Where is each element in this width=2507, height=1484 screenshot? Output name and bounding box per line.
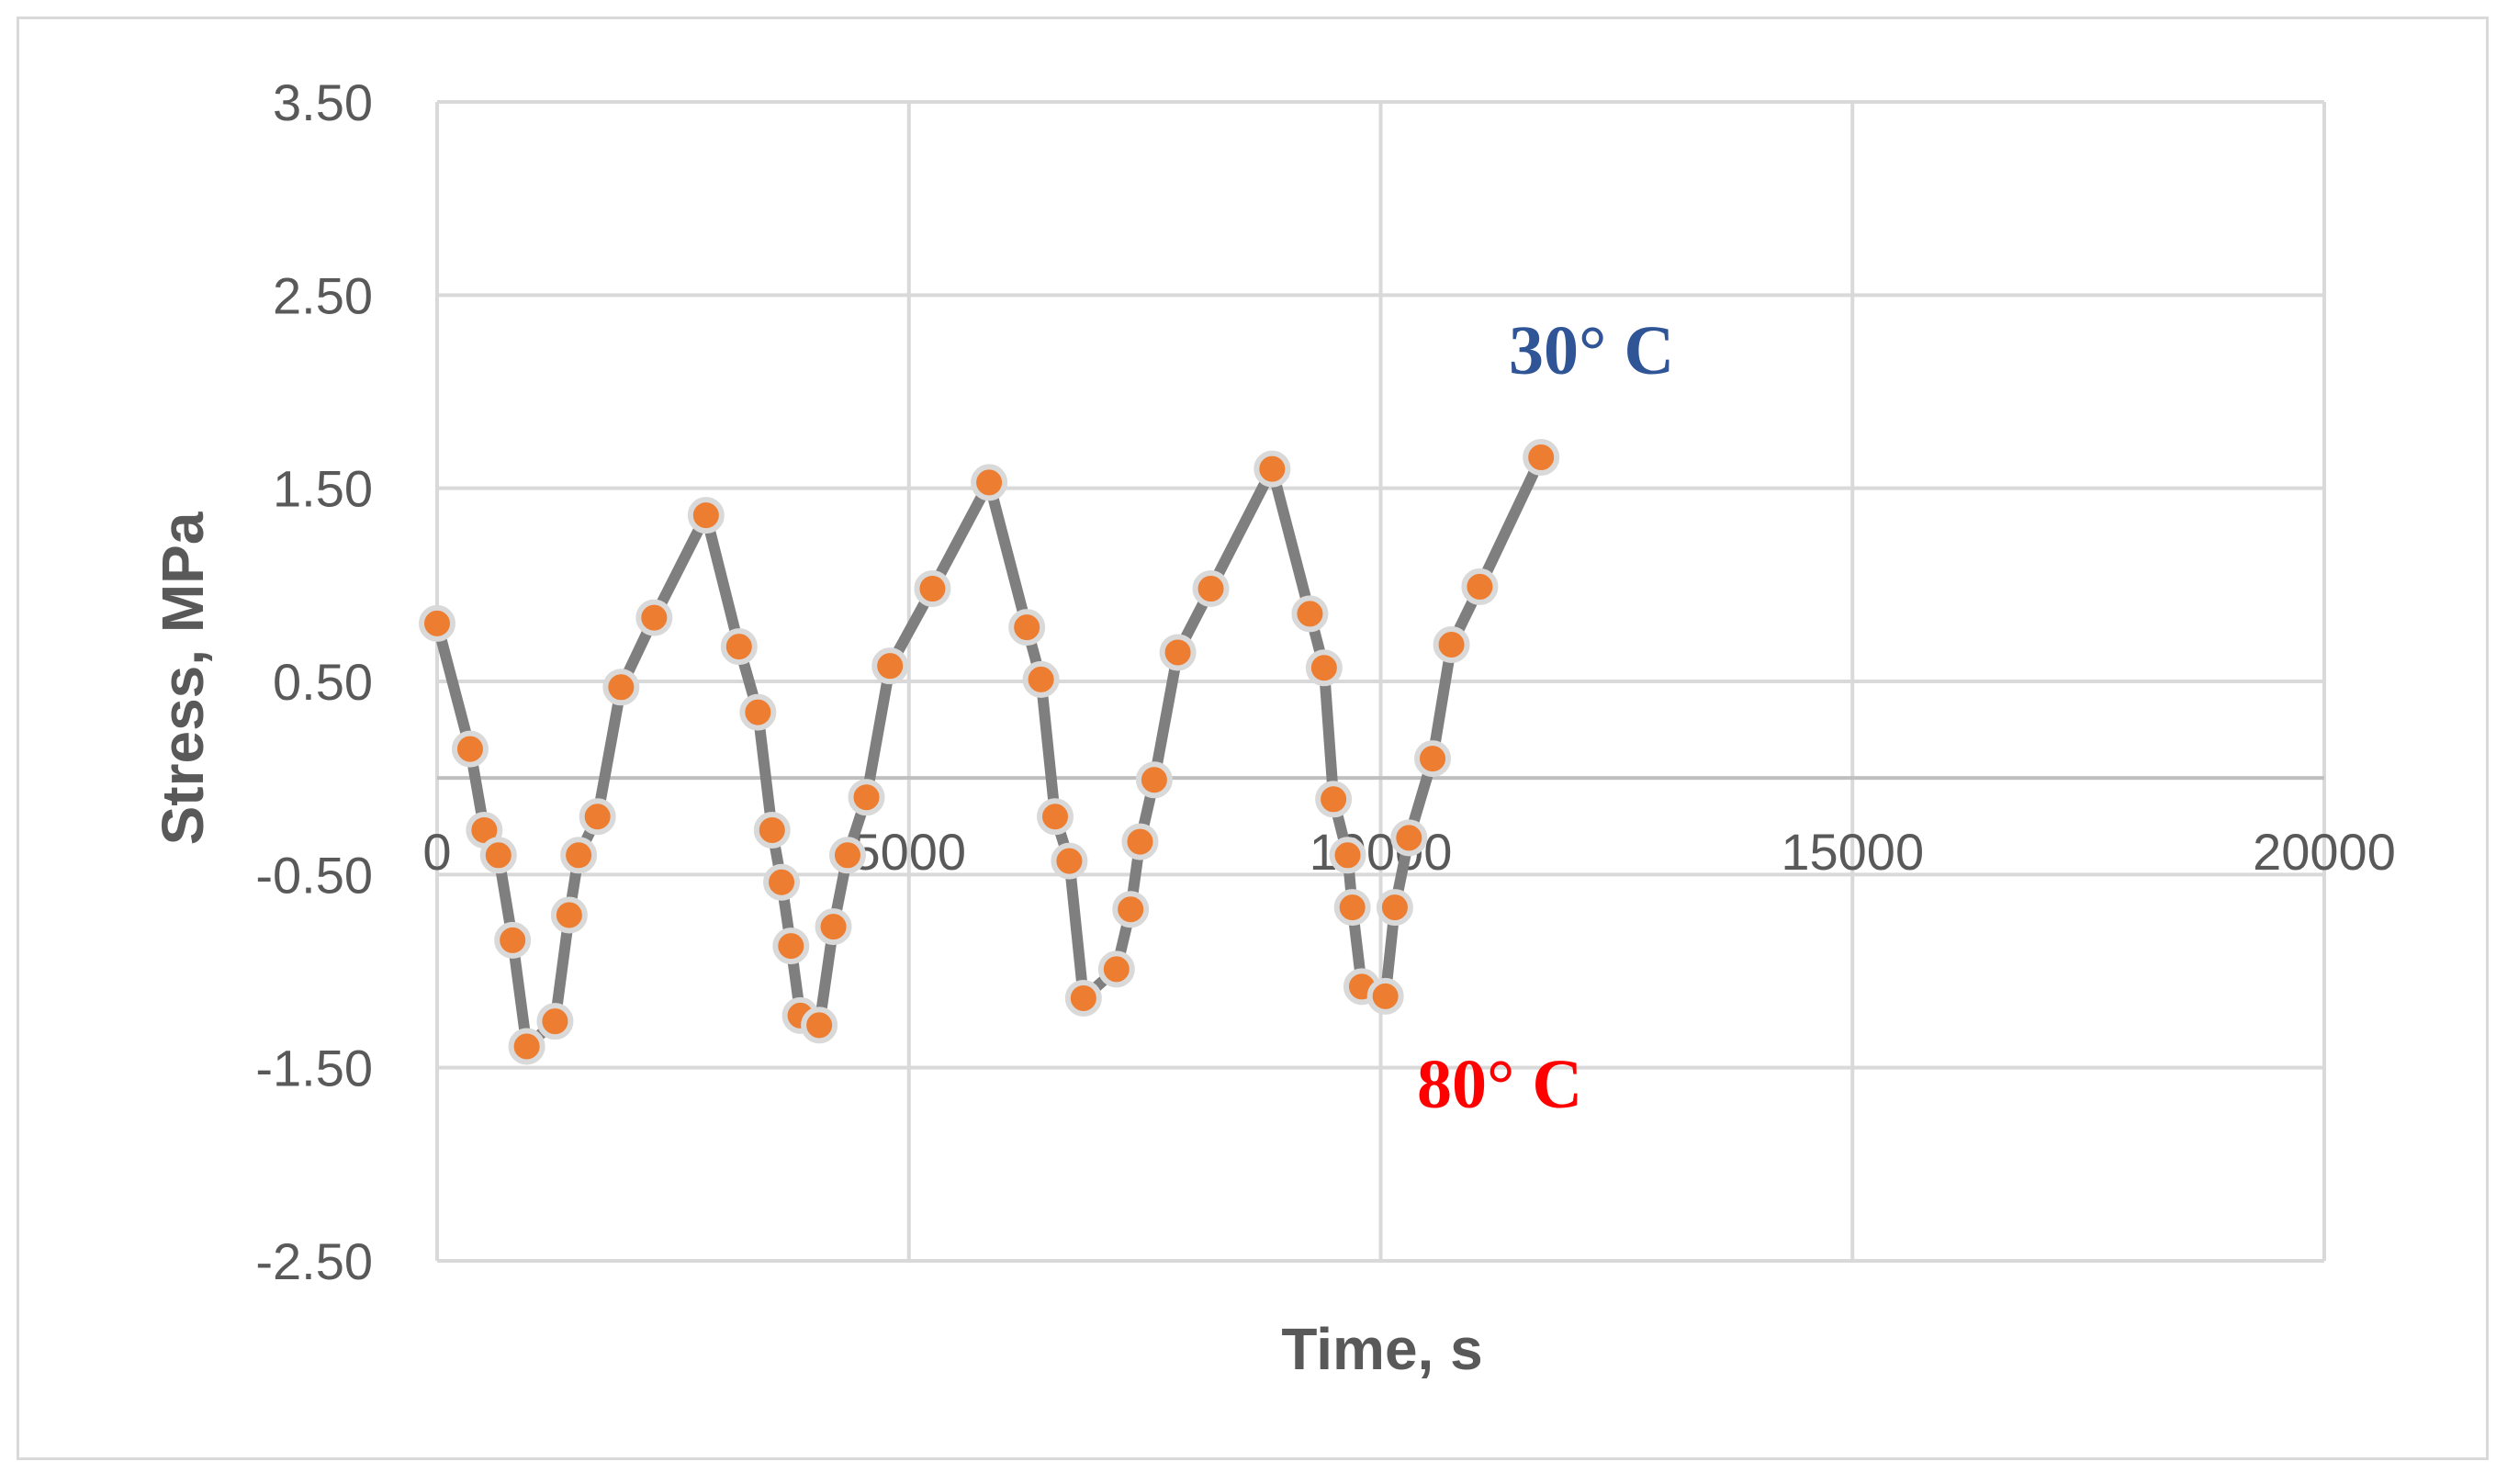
data-point xyxy=(1291,595,1329,633)
data-point xyxy=(739,693,777,731)
data-point xyxy=(560,837,598,874)
data-point xyxy=(1064,979,1102,1017)
x-tick-label: 20000 xyxy=(2253,823,2396,881)
data-point xyxy=(579,798,616,836)
data-point xyxy=(1523,439,1560,477)
data-point xyxy=(753,811,791,849)
data-point xyxy=(848,779,885,816)
y-tick-label: -0.50 xyxy=(255,846,373,904)
data-point xyxy=(687,497,725,534)
data-point xyxy=(1159,634,1197,671)
series-line xyxy=(432,455,1546,1052)
data-point xyxy=(1037,798,1074,836)
data-point xyxy=(494,921,532,959)
data-point xyxy=(971,464,1008,501)
data-point xyxy=(1433,626,1470,664)
x-tick-label: 0 xyxy=(422,823,451,881)
data-point xyxy=(1366,977,1404,1015)
data-point xyxy=(1097,950,1135,988)
data-point xyxy=(1254,450,1291,488)
y-tick-label: 3.50 xyxy=(273,73,373,131)
x-tick-label: 15000 xyxy=(1781,823,1924,881)
y-axis-ticks: 3.50 2.50 1.50 0.50 -0.50 -1.50 -2.50 xyxy=(255,73,373,1290)
y-tick-label: 1.50 xyxy=(273,460,373,518)
data-point xyxy=(828,837,866,874)
data-point xyxy=(815,908,852,946)
data-point xyxy=(1461,568,1499,605)
data-point xyxy=(550,896,588,934)
data-point xyxy=(479,837,517,874)
data-point xyxy=(1390,819,1428,857)
data-point xyxy=(1329,837,1366,874)
x-axis-title: Time, s xyxy=(1281,1316,1482,1382)
x-tick-label: 5000 xyxy=(851,823,966,881)
gridlines xyxy=(435,100,2326,1263)
y-tick-label: -2.50 xyxy=(255,1232,373,1290)
data-point xyxy=(1022,660,1060,698)
x-axis-ticks: 0 5000 10000 15000 20000 xyxy=(422,823,2395,881)
data-point xyxy=(871,647,909,685)
stress-time-chart: 3.502.501.500.50-0.50-1.50-2.50 0 5000 100… xyxy=(150,73,2396,1382)
data-point xyxy=(763,863,801,901)
data-point xyxy=(1414,740,1452,778)
data-point xyxy=(451,730,489,768)
data-point xyxy=(1051,842,1088,880)
data-point xyxy=(772,928,810,965)
annotation-80c: 80° C xyxy=(1417,1046,1582,1123)
data-point xyxy=(508,1028,545,1065)
data-point xyxy=(602,669,640,706)
annotation-30c: 30° C xyxy=(1509,312,1674,389)
data-point xyxy=(419,604,455,642)
data-point xyxy=(1135,761,1173,799)
series-stress xyxy=(419,439,1560,1065)
data-point xyxy=(635,599,673,636)
data-point xyxy=(1008,609,1046,646)
data-point xyxy=(720,628,758,666)
data-point xyxy=(1315,781,1353,818)
data-point xyxy=(914,570,951,608)
data-point xyxy=(536,1003,574,1040)
chart-frame: 3.50 2.50 1.50 0.50 -0.50 -1.50 -2.50 0 5000 100… xyxy=(17,17,2489,1460)
y-axis-title: Stress, MPa xyxy=(150,512,216,845)
data-point xyxy=(1112,891,1150,928)
data-point xyxy=(1192,570,1230,608)
data-point xyxy=(1121,823,1159,860)
data-point xyxy=(1333,889,1371,927)
y-tick-label: 2.50 xyxy=(273,266,373,324)
data-point xyxy=(801,1006,838,1044)
data-point xyxy=(1376,889,1413,927)
data-point xyxy=(1305,649,1343,687)
y-tick-label: -1.50 xyxy=(255,1040,373,1097)
y-tick-label: 0.50 xyxy=(273,653,373,711)
